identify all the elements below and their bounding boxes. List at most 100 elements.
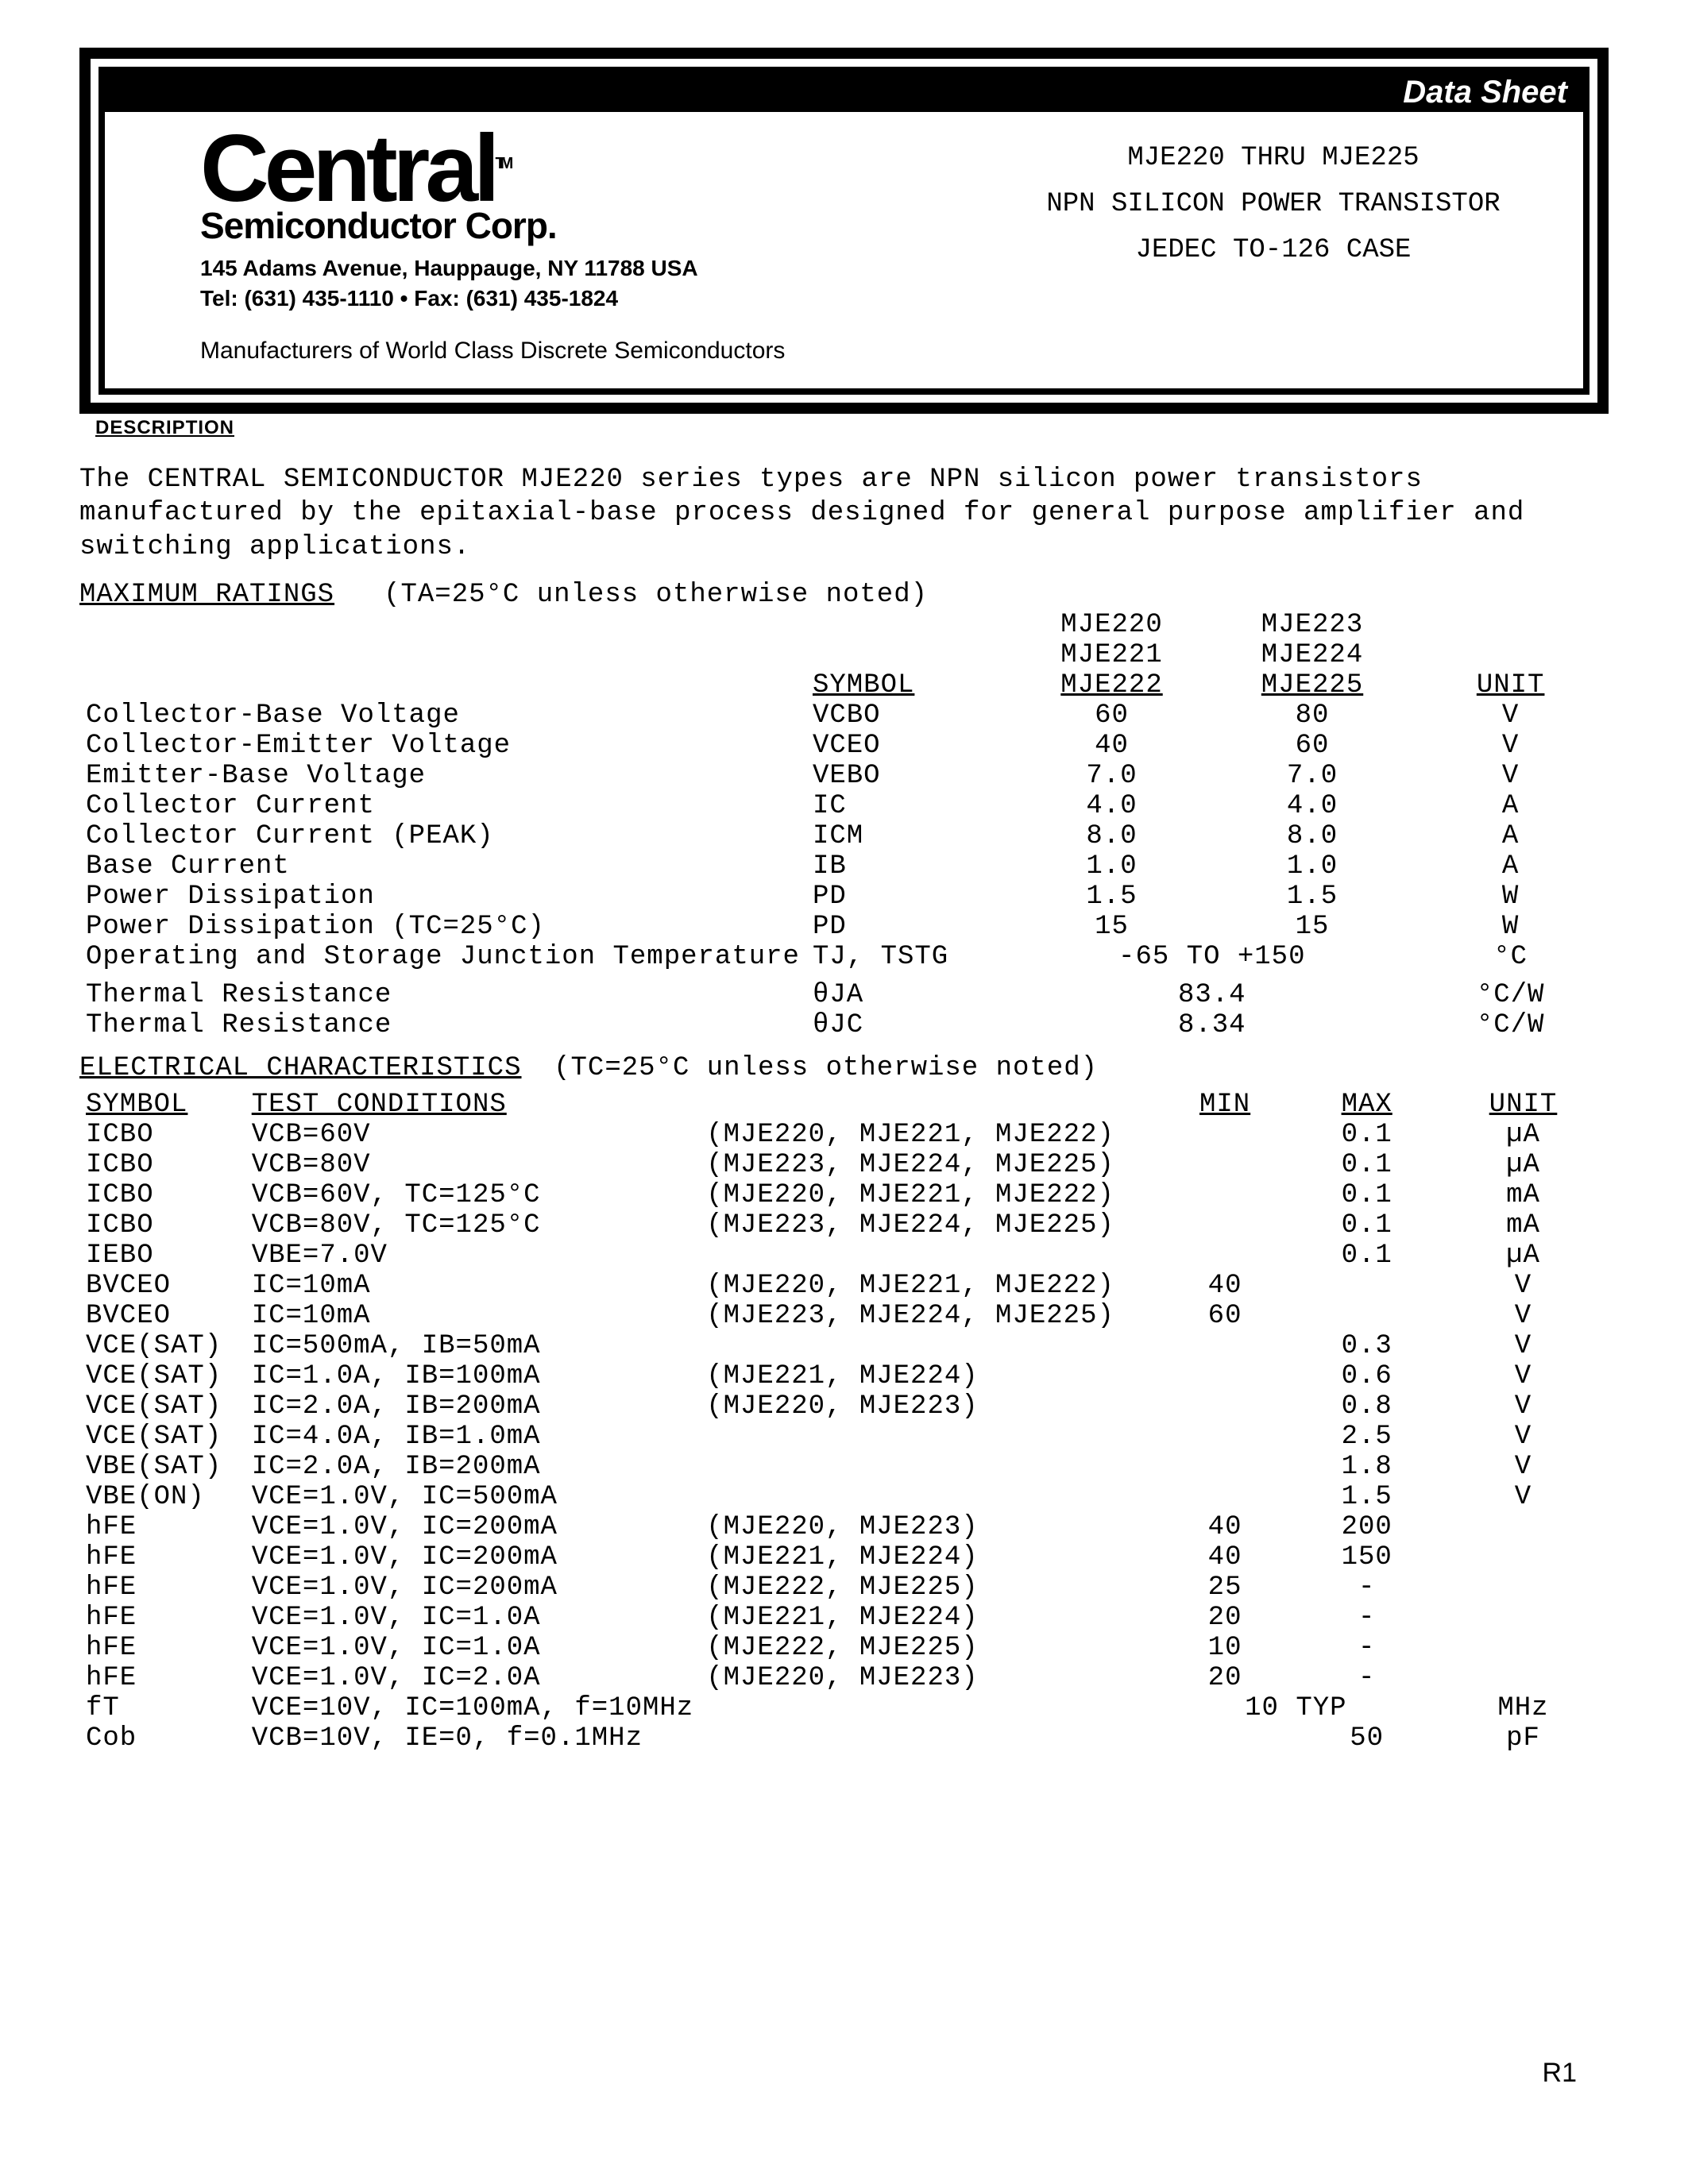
electrical-row: ICBOVCB=80V(MJE223, MJE224, MJE225)0.1µA: [79, 1150, 1609, 1180]
max-value: -: [1296, 1663, 1438, 1693]
description-header: DESCRIPTION: [95, 417, 1609, 439]
symbol: PD: [806, 882, 1011, 912]
ratings-header-row-3: SYMBOL MJE222 MJE225 UNIT: [79, 670, 1609, 700]
value-a: 40: [1011, 731, 1212, 761]
logo-tm: TM: [495, 155, 508, 172]
min-value: [1154, 1331, 1296, 1361]
unit: V: [1438, 1331, 1609, 1361]
symbol: VBE(SAT): [79, 1452, 245, 1482]
col-unit: UNIT: [1438, 1090, 1609, 1120]
ratings-row: Operating and Storage Junction Temperatu…: [79, 942, 1609, 972]
electrical-row: VCE(SAT)IC=500mA, IB=50mA0.3V: [79, 1331, 1609, 1361]
symbol: hFE: [79, 1663, 245, 1693]
conditions: IC=1.0A, IB=100mA: [245, 1361, 701, 1391]
electrical-row: fTVCE=10V, IC=100mA, f=10MHz10 TYPMHz: [79, 1693, 1609, 1723]
models: (MJE220, MJE221, MJE222): [700, 1180, 1154, 1210]
electrical-row: BVCEOIC=10mA(MJE223, MJE224, MJE225)60V: [79, 1301, 1609, 1331]
company-tagline: Manufacturers of World Class Discrete Se…: [200, 338, 785, 365]
symbol: IC: [806, 791, 1011, 821]
unit: A: [1412, 821, 1609, 851]
unit: V: [1412, 731, 1609, 761]
max-value: [1296, 1271, 1438, 1301]
electrical-row: VCE(SAT)IC=4.0A, IB=1.0mA2.5V: [79, 1422, 1609, 1452]
typ-value: 10 TYP: [1154, 1693, 1438, 1723]
conditions: VBE=7.0V: [245, 1241, 701, 1271]
electrical-row: IEBOVBE=7.0V0.1µA: [79, 1241, 1609, 1271]
min-value: [1154, 1241, 1296, 1271]
electrical-section: ELECTRICAL CHARACTERISTICS (TC=25°C unle…: [79, 1053, 1609, 1754]
value-a: 1.0: [1011, 851, 1212, 882]
electrical-row: VCE(SAT)IC=2.0A, IB=200mA(MJE220, MJE223…: [79, 1391, 1609, 1422]
symbol: VCE(SAT): [79, 1331, 245, 1361]
min-value: 25: [1154, 1572, 1296, 1603]
conditions: IC=500mA, IB=50mA: [245, 1331, 701, 1361]
col-min: MIN: [1154, 1090, 1296, 1120]
unit: MHz: [1438, 1693, 1609, 1723]
unit: A: [1412, 791, 1609, 821]
unit: °C/W: [1412, 980, 1609, 1010]
address-line-1: 145 Adams Avenue, Hauppauge, NY 11788 US…: [200, 256, 698, 280]
models: [700, 1241, 1154, 1271]
max-value: 0.1: [1296, 1210, 1438, 1241]
models: [700, 1693, 1154, 1723]
min-value: [1154, 1120, 1296, 1150]
conditions: VCE=1.0V, IC=2.0A: [245, 1663, 701, 1693]
electrical-row: hFEVCE=1.0V, IC=1.0A(MJE222, MJE225)10-: [79, 1633, 1609, 1663]
symbol: ICBO: [79, 1180, 245, 1210]
models: (MJE223, MJE224, MJE225): [700, 1150, 1154, 1180]
param: Emitter-Base Voltage: [79, 761, 806, 791]
param: Thermal Resistance: [79, 980, 806, 1010]
electrical-row: VBE(ON)VCE=1.0V, IC=500mA1.5V: [79, 1482, 1609, 1512]
span-value: -65 TO +150: [1011, 942, 1412, 972]
models: (MJE220, MJE223): [700, 1391, 1154, 1422]
unit: [1438, 1603, 1609, 1633]
conditions: VCB=60V: [245, 1120, 701, 1150]
company-address: 145 Adams Avenue, Hauppauge, NY 11788 US…: [200, 253, 698, 314]
unit: W: [1412, 912, 1609, 942]
electrical-row: hFEVCE=1.0V, IC=200mA(MJE221, MJE224)401…: [79, 1542, 1609, 1572]
symbol: VBE(ON): [79, 1482, 245, 1512]
logo-main: CentralTM: [200, 128, 508, 209]
max-value: 0.1: [1296, 1241, 1438, 1271]
electrical-row: VBE(SAT)IC=2.0A, IB=200mA1.8V: [79, 1452, 1609, 1482]
unit: V: [1438, 1361, 1609, 1391]
min-value: [1154, 1361, 1296, 1391]
unit: [1438, 1663, 1609, 1693]
min-value: 20: [1154, 1663, 1296, 1693]
param: Power Dissipation (TC=25°C): [79, 912, 806, 942]
symbol: VEBO: [806, 761, 1011, 791]
unit: µA: [1438, 1150, 1609, 1180]
symbol: hFE: [79, 1633, 245, 1663]
max-value: 0.8: [1296, 1391, 1438, 1422]
value-a: 4.0: [1011, 791, 1212, 821]
electrical-row: hFEVCE=1.0V, IC=200mA(MJE220, MJE223)402…: [79, 1512, 1609, 1542]
min-value: 40: [1154, 1542, 1296, 1572]
models: [700, 1723, 1154, 1754]
col-group-a-1: MJE221: [1011, 640, 1212, 670]
col-test: TEST CONDITIONS: [245, 1090, 701, 1120]
value-b: 15: [1212, 912, 1413, 942]
symbol: hFE: [79, 1512, 245, 1542]
part-range: MJE220 THRU MJE225: [995, 136, 1551, 182]
value-b: 1.0: [1212, 851, 1413, 882]
symbol: VCEO: [806, 731, 1011, 761]
symbol: Cob: [79, 1723, 245, 1754]
max-value: 2.5: [1296, 1422, 1438, 1452]
unit: mA: [1438, 1180, 1609, 1210]
max-value: 200: [1296, 1512, 1438, 1542]
unit: V: [1438, 1482, 1609, 1512]
conditions: VCE=1.0V, IC=200mA: [245, 1572, 701, 1603]
symbol: VCE(SAT): [79, 1361, 245, 1391]
unit: pF: [1438, 1723, 1609, 1754]
ratings-row: Collector CurrentIC4.04.0A: [79, 791, 1609, 821]
models: [700, 1422, 1154, 1452]
description-text: The CENTRAL SEMICONDUCTOR MJE220 series …: [79, 463, 1609, 565]
unit: V: [1438, 1391, 1609, 1422]
conditions: VCB=80V, TC=125°C: [245, 1210, 701, 1241]
symbol: ICBO: [79, 1150, 245, 1180]
unit: V: [1412, 761, 1609, 791]
ratings-row: Power Dissipation (TC=25°C)PD1515W: [79, 912, 1609, 942]
min-value: 60: [1154, 1301, 1296, 1331]
col-group-b-0: MJE223: [1212, 610, 1413, 640]
unit: °C/W: [1412, 1010, 1609, 1040]
